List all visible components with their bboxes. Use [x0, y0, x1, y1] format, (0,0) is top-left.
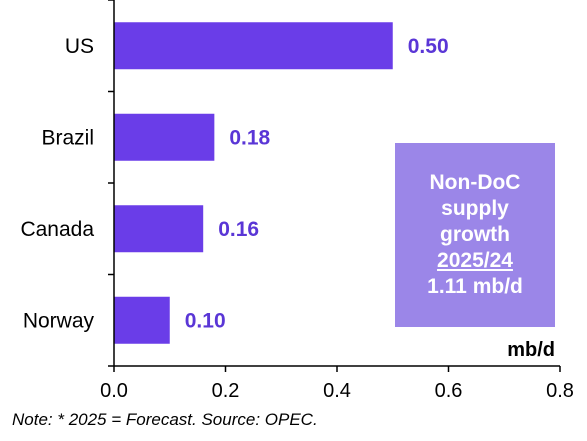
bar-us	[114, 22, 393, 70]
x-tick-label: 0.6	[435, 380, 463, 402]
source-note: Note: * 2025 = Forecast. Source: OPEC.	[12, 410, 318, 429]
value-label-canada: 0.16	[218, 218, 259, 241]
info-box-line2: supply	[441, 197, 509, 220]
value-labels: 0.50 0.18 0.16 0.10	[185, 35, 449, 333]
x-tick-label: 0.2	[212, 380, 240, 402]
info-box-period: 2025/24	[437, 249, 513, 272]
unit-label: mb/d	[507, 339, 555, 361]
x-tick-labels: 0.0 0.2 0.4 0.6 0.8	[100, 380, 574, 402]
bar-brazil	[114, 113, 215, 161]
x-tick-label: 0.4	[323, 380, 351, 402]
category-label-brazil: Brazil	[41, 126, 94, 149]
info-box-line3: growth	[440, 223, 510, 246]
info-box-line1: Non-DoC	[429, 171, 521, 194]
value-label-us: 0.50	[408, 35, 449, 58]
x-tick-label: 0.0	[100, 380, 128, 402]
supply-growth-box: Non-DoC supply growth 2025/24 1.11 mb/d	[395, 143, 555, 327]
bars-layer	[114, 22, 393, 344]
bar-norway	[114, 296, 170, 344]
axes	[108, 0, 561, 372]
value-label-norway: 0.10	[185, 309, 226, 332]
category-label-norway: Norway	[23, 309, 95, 332]
category-label-canada: Canada	[20, 218, 94, 241]
info-box-total: 1.11 mb/d	[427, 275, 523, 298]
bar-canada	[114, 205, 204, 253]
x-tick-label: 0.8	[546, 380, 574, 402]
category-labels: US Brazil Canada Norway	[20, 35, 94, 333]
value-label-brazil: 0.18	[229, 126, 270, 149]
category-label-us: US	[65, 35, 94, 58]
